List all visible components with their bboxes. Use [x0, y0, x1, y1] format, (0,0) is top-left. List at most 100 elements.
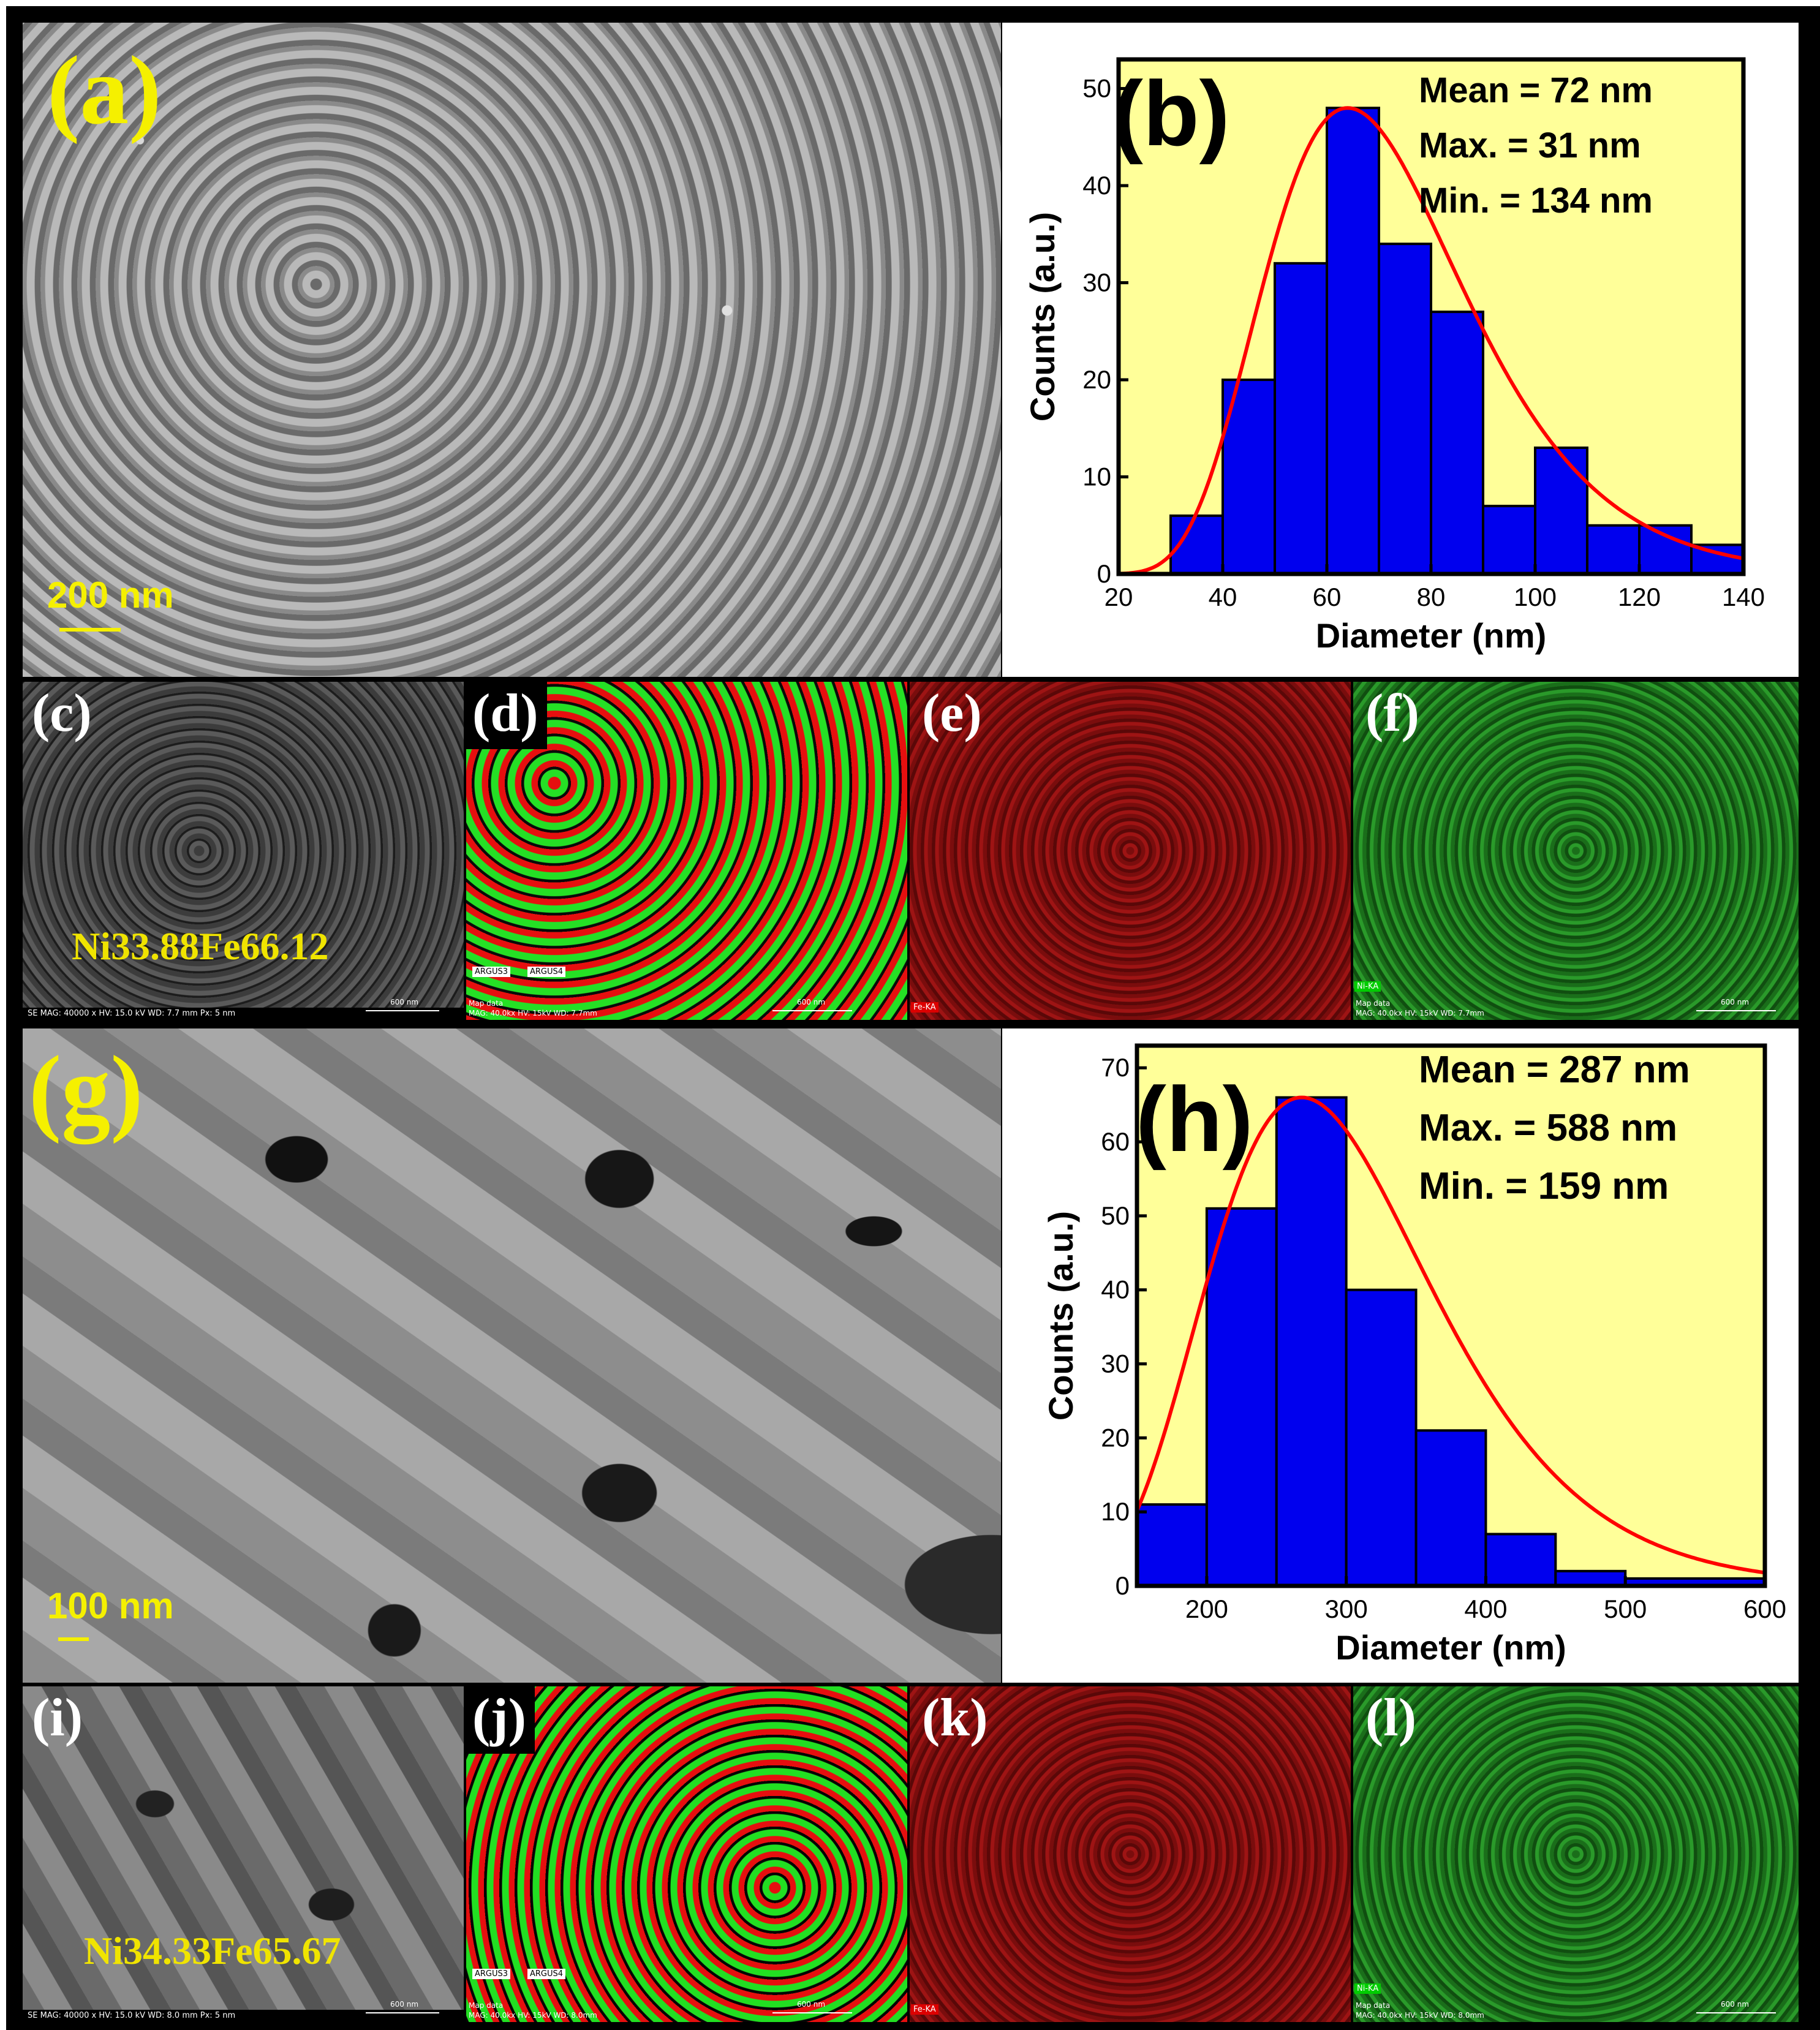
- panel-j-tag2: ARGUS4: [527, 1969, 566, 1979]
- panel-f-scale-bar: [1696, 1010, 1776, 1011]
- panel-f-map: (f) Ni-KA Map data MAG: 40.0kx HV: 15kV …: [1353, 682, 1799, 1020]
- panel-f-element: Ni-KA: [1354, 981, 1381, 992]
- histogram-bar: [1484, 1533, 1557, 1588]
- y-tick-label: 0: [1116, 1571, 1130, 1600]
- panel-j-scale-bar: [772, 2012, 852, 2013]
- x-tick-label: 400: [1464, 1594, 1507, 1623]
- panel-d-info1: Map data: [469, 999, 504, 1008]
- histogram-bar: [1345, 1288, 1418, 1587]
- stat-text: Max. = 588 nm: [1419, 1107, 1677, 1149]
- histogram-h: 0 10 20 30 40 50 60 70 200 300 400 500 600 Diameter (…: [1041, 1043, 1786, 1667]
- panel-c-label: (c): [32, 684, 92, 743]
- panel-e-element: Fe-KA: [911, 1002, 938, 1013]
- panel-c-scale-text: 600 nm: [390, 998, 419, 1006]
- y-tick-label: 10: [1101, 1497, 1130, 1526]
- y-axis-label: Counts (a.u.): [1041, 1211, 1080, 1421]
- panel-label: (h): [1136, 1068, 1253, 1171]
- histogram-bar: [1430, 311, 1484, 575]
- panel-i-scale-text: 600 nm: [390, 2000, 419, 2009]
- panel-l-label: (l): [1365, 1688, 1417, 1748]
- histogram-bar: [1534, 446, 1588, 576]
- panel-k-label: (k): [922, 1688, 988, 1748]
- panel-f-info1: Map data: [1356, 999, 1391, 1008]
- panel-a-sem: (a) 200 nm: [23, 23, 1001, 677]
- histogram-bar: [1586, 524, 1641, 575]
- panel-f-scale-text: 600 nm: [1721, 998, 1750, 1006]
- panel-label: (b): [1112, 62, 1230, 165]
- panel-g-label: (g): [29, 1035, 143, 1144]
- panel-i-composition: Ni34.33Fe65.67: [84, 1929, 341, 1972]
- x-tick-label: 40: [1209, 583, 1237, 611]
- y-tick-label: 0: [1097, 559, 1111, 588]
- panel-g-sem: (g) 100 nm: [23, 1028, 1001, 1683]
- panel-l-map: (l) Ni-KA Map data MAG: 40.0kx HV: 15kV …: [1353, 1686, 1799, 2022]
- panel-a-scale-text: 200 nm: [47, 575, 174, 616]
- panel-j-label: (j): [466, 1686, 535, 1754]
- histogram-bar: [1482, 505, 1536, 575]
- panel-l-info1: Map data: [1356, 2001, 1391, 2010]
- panel-l-scale-bar: [1696, 2012, 1776, 2013]
- panel-d-scale-text: 600 nm: [797, 998, 826, 1006]
- panel-k-element: Fe-KA: [911, 2004, 938, 2015]
- panel-l-scale-text: 600 nm: [1721, 2000, 1750, 2009]
- y-tick-label: 50: [1101, 1201, 1130, 1230]
- stat-text: Mean = 287 nm: [1419, 1049, 1690, 1091]
- panel-a-scale-bar: [59, 628, 121, 632]
- figure-frame: (a) 200 nm 0 10 20 30 40 50 20 40 60 80 100 120 140 D…: [6, 6, 1820, 2030]
- x-tick-label: 60: [1313, 583, 1342, 611]
- panel-d-scale-bar: [772, 1010, 852, 1011]
- histogram-bar: [1136, 1503, 1208, 1587]
- y-tick-label: 20: [1101, 1423, 1130, 1452]
- stat-text: Max. = 31 nm: [1419, 126, 1641, 165]
- histogram-bar: [1275, 1096, 1348, 1588]
- histogram-bar: [1638, 524, 1693, 575]
- panel-l-info2: MAG: 40.0kx HV: 15kV WD: 8.0mm: [1356, 2011, 1484, 2020]
- x-tick-label: 600: [1743, 1594, 1786, 1623]
- histogram-bar: [1554, 1569, 1627, 1588]
- panel-j-scale-text: 600 nm: [797, 2000, 826, 2009]
- x-tick-label: 500: [1604, 1594, 1647, 1623]
- x-tick-label: 200: [1185, 1594, 1228, 1623]
- panel-f-label: (f): [1365, 684, 1419, 743]
- panel-d-map: (d) ARGUS3 ARGUS4 Map data MAG: 40.0kx H…: [466, 682, 907, 1020]
- panel-d-info2: MAG: 40.0kx HV: 15kV WD: 7.7mm: [469, 1009, 597, 1017]
- panel-g-scale-text: 100 nm: [47, 1585, 174, 1626]
- y-tick-label: 70: [1101, 1053, 1130, 1082]
- histogram-bar: [1326, 107, 1380, 575]
- panel-j-info2: MAG: 40.0kx HV: 15kV WD: 8.0mm: [469, 2011, 597, 2020]
- y-tick-label: 30: [1101, 1349, 1130, 1378]
- histogram-bar: [1414, 1429, 1487, 1588]
- fit-curve: [1135, 1095, 1765, 1575]
- x-tick-label: 80: [1417, 583, 1446, 611]
- histogram-bar: [1274, 262, 1328, 575]
- panel-e-map: (e) Fe-KA: [910, 682, 1351, 1020]
- y-tick-label: 60: [1101, 1127, 1130, 1156]
- panel-d-label: (d): [466, 682, 547, 749]
- panel-i-label: (i): [32, 1688, 83, 1748]
- panel-g-scale-bar: [58, 1637, 89, 1641]
- y-axis-label: Counts (a.u.): [1023, 212, 1062, 421]
- panel-c-composition: Ni33.88Fe66.12: [72, 924, 329, 968]
- x-tick-label: 100: [1514, 583, 1557, 611]
- panel-a-label: (a): [47, 36, 162, 145]
- x-tick-label: 300: [1325, 1594, 1368, 1623]
- panel-e-label: (e): [922, 684, 982, 743]
- panel-c-scale-bar: [366, 1010, 439, 1011]
- panel-c-sem: (c) Ni33.88Fe66.12 SE MAG: 40000 x HV: 1…: [23, 682, 464, 1020]
- plot-frame: [1135, 1043, 1767, 1588]
- x-tick-label: 140: [1722, 583, 1765, 611]
- panel-d-tag2: ARGUS4: [527, 967, 566, 977]
- panel-c-info: SE MAG: 40000 x HV: 15.0 kV WD: 7.7 mm P…: [23, 1008, 464, 1020]
- histogram-bar: [1378, 243, 1432, 575]
- panel-i-scale-bar: [366, 2012, 439, 2013]
- histogram-bar: [1205, 1207, 1278, 1587]
- histogram-b: 0 10 20 30 40 50 20 40 60 80 100 120 140 Diameter (nm…: [1023, 57, 1765, 655]
- fit-curve: [1118, 106, 1744, 576]
- y-tick-label: 10: [1082, 462, 1111, 491]
- panel-k-map: (k) Fe-KA: [910, 1686, 1351, 2022]
- y-tick-label: 30: [1082, 268, 1111, 297]
- panel-j-tag1: ARGUS3: [472, 1969, 511, 1979]
- x-axis-label: Diameter (nm): [1316, 616, 1547, 655]
- panel-j-map: (j) ARGUS3 ARGUS4 Map data MAG: 40.0kx H…: [466, 1686, 907, 2022]
- x-tick-label: 120: [1618, 583, 1661, 611]
